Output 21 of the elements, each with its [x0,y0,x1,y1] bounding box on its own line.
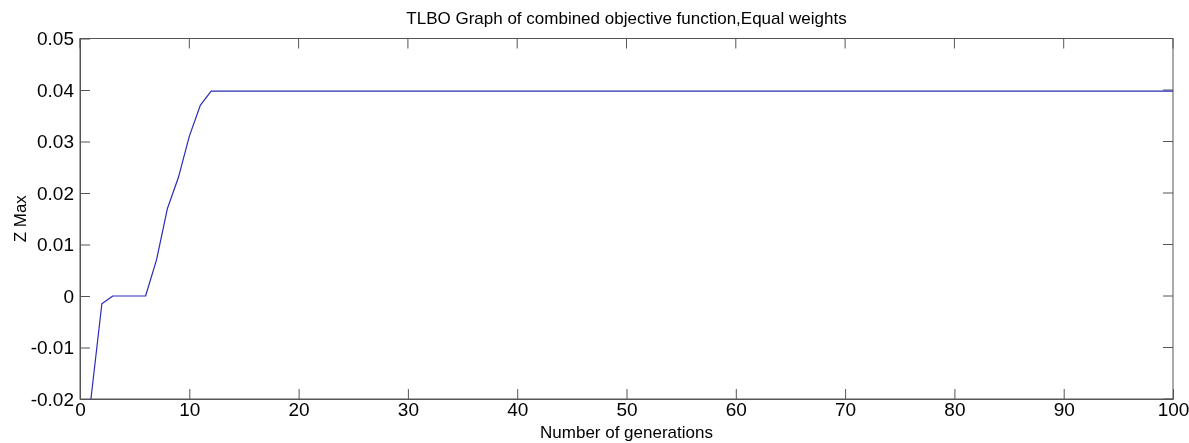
x-tick-label: 70 [835,399,857,421]
y-tick-label: 0.01 [37,234,74,256]
x-tick-label: 10 [179,399,201,421]
x-axis-title: Number of generations [540,423,713,442]
y-tick-label: -0.02 [30,388,74,410]
y-tick-label: -0.01 [30,337,74,359]
chart-title: TLBO Graph of combined objective function,Equal weights [406,9,847,28]
x-tick-label: 90 [1053,399,1075,421]
x-tick-label: 20 [288,399,310,421]
x-tick-label: 30 [397,399,419,421]
x-tick-label: 50 [616,399,638,421]
y-tick-label: 0.02 [37,182,74,204]
y-tick-label: 0.03 [37,131,74,153]
x-tick-label: 40 [507,399,529,421]
x-tick-label: 80 [944,399,966,421]
y-axis-title: Z Max [11,194,30,243]
y-tick-label: 0 [63,285,74,307]
x-tick-label: 60 [725,399,747,421]
x-tick-label: 100 [1157,399,1189,421]
y-tick-label: 0.05 [37,28,74,50]
y-tick-label: 0.04 [37,79,75,101]
